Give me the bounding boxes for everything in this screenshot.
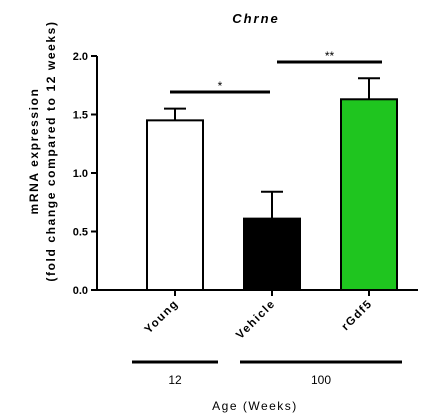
x-axis-label: Age (Weeks) — [212, 399, 298, 413]
x-tick-label: Young — [143, 298, 181, 336]
chart-title: Chrne — [232, 11, 280, 26]
significance-label: ** — [325, 49, 335, 63]
bar-vehicle — [243, 217, 301, 292]
group-label: 100 — [311, 373, 331, 387]
bar-rgdf5 — [340, 98, 398, 292]
y-axis-label-line2: (fold change compared to 12 weeks) — [44, 20, 58, 281]
x-tick-label: rGdf5 — [340, 298, 375, 333]
bar-young — [146, 119, 204, 291]
y-tick-label: 2.0 — [73, 51, 88, 63]
significance-label: * — [218, 79, 223, 93]
y-tick-label: 1.5 — [73, 110, 88, 122]
y-axis-label-line1: mRNA expression — [27, 88, 41, 215]
y-tick-label: 0.0 — [73, 285, 88, 297]
group-label: 12 — [168, 373, 182, 387]
y-tick-label: 1.0 — [73, 168, 88, 180]
x-tick-label: Vehicle — [234, 298, 278, 342]
y-tick-label: 0.5 — [73, 227, 88, 239]
